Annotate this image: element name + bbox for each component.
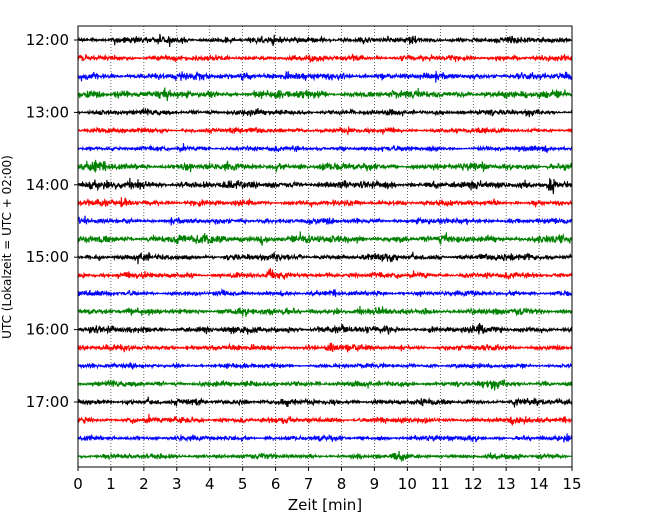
y-axis-title: UTC (Lokalzeit = UTC + 02:00)	[0, 155, 14, 339]
y-tick-label-0: 12:00	[26, 31, 69, 49]
y-tick-label-3: 15:00	[26, 248, 69, 266]
seismic-traces	[77, 33, 573, 462]
trace-row-4	[77, 107, 573, 118]
trace-row-2	[77, 70, 573, 83]
x-axis-ticks: 0 1 2 3 4 5 6 7 8 9 10 11 12 13 14 15	[73, 467, 582, 493]
trace-row-18	[77, 361, 573, 370]
y-tick-label-4: 16:00	[26, 321, 69, 339]
trace-row-10	[77, 215, 573, 226]
x-tick-label-10: 10	[398, 475, 417, 493]
x-tick-label-7: 7	[304, 475, 314, 493]
trace-row-3	[77, 87, 573, 102]
x-tick-label-1: 1	[106, 475, 116, 493]
trace-row-19	[77, 379, 573, 391]
x-tick-label-14: 14	[530, 475, 549, 493]
x-tick-label-9: 9	[370, 475, 380, 493]
trace-row-9	[77, 197, 573, 208]
trace-row-20	[77, 396, 573, 408]
trace-row-7	[77, 159, 573, 173]
trace-row-17	[77, 342, 573, 353]
y-tick-label-1: 13:00	[26, 103, 69, 121]
x-tick-label-15: 15	[562, 475, 581, 493]
x-tick-label-0: 0	[73, 475, 83, 493]
trace-row-21	[77, 413, 573, 426]
x-tick-label-12: 12	[464, 475, 483, 493]
trace-row-13	[77, 268, 573, 280]
trace-row-15	[77, 306, 573, 317]
trace-row-11	[77, 231, 573, 246]
trace-row-0	[77, 33, 573, 48]
x-tick-label-4: 4	[205, 475, 215, 493]
y-axis-ticks: 12:00 13:00 14:00 15:00 16:00 17:00	[26, 31, 78, 411]
trace-row-6	[77, 143, 573, 154]
trace-row-12	[77, 251, 573, 265]
y-tick-label-5: 17:00	[26, 393, 69, 411]
x-tick-label-2: 2	[139, 475, 149, 493]
trace-row-14	[77, 287, 573, 298]
trace-row-1	[77, 53, 573, 63]
y-tick-label-2: 14:00	[26, 176, 69, 194]
plot-frame	[77, 25, 573, 468]
trace-row-8	[77, 177, 573, 195]
x-tick-label-11: 11	[431, 475, 450, 493]
trace-row-22	[77, 433, 573, 443]
x-tick-label-6: 6	[271, 475, 281, 493]
x-tick-label-13: 13	[497, 475, 516, 493]
trace-row-5	[77, 125, 573, 136]
x-tick-label-3: 3	[172, 475, 182, 493]
x-tick-label-5: 5	[238, 475, 248, 493]
trace-row-16	[77, 322, 573, 336]
x-tick-label-8: 8	[337, 475, 347, 493]
x-axis-title: Zeit [min]	[288, 496, 362, 514]
trace-row-23	[77, 451, 573, 462]
